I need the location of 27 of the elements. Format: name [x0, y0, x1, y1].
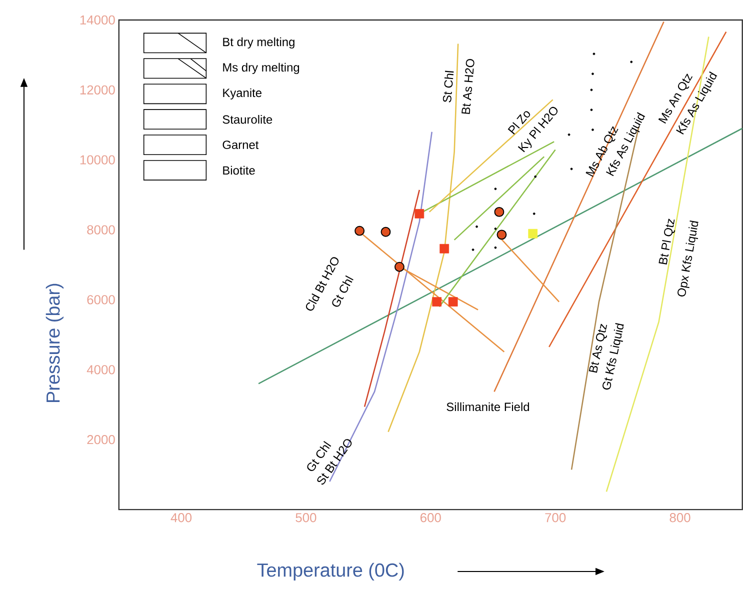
- annotation: Sillimanite Field: [446, 402, 530, 411]
- x-tick-label: 400: [170, 512, 192, 522]
- x-axis-title: Temperature (0C): [257, 562, 404, 580]
- annotation: St Chl: [442, 70, 454, 102]
- annotation: Pl Zo: [508, 110, 530, 134]
- y-axis-title: Pressure (bar): [46, 284, 64, 402]
- annotation: Biotite: [223, 166, 255, 174]
- annotation: Opx Kfs Liquid: [678, 220, 698, 296]
- y-tick-label: 12000: [80, 85, 115, 94]
- annotation: Bt Pl Qtz: [658, 218, 676, 264]
- annotation: Ms dry melting: [223, 62, 300, 74]
- annotation: Bt As H2O: [462, 58, 474, 114]
- y-tick-label: 8000: [87, 224, 115, 234]
- annotation: Kyanite: [223, 88, 262, 100]
- y-tick-label: 4000: [86, 364, 115, 374]
- y-tick-label: 2000: [87, 434, 115, 444]
- x-tick-label: 800: [670, 512, 690, 522]
- y-tick-label: 10000: [80, 155, 115, 164]
- y-tick-label: 14000: [80, 15, 115, 24]
- x-tick-label: 700: [545, 512, 566, 522]
- x-tick-label: 500: [296, 512, 316, 522]
- annotation: Staurolite: [222, 114, 272, 124]
- annotation: Gt Chl: [332, 275, 354, 307]
- y-tick-label: 6000: [87, 294, 115, 304]
- annotation: Garnet: [222, 140, 259, 149]
- annotation: Bt dry melting: [223, 37, 294, 48]
- x-tick-label: 600: [420, 512, 441, 522]
